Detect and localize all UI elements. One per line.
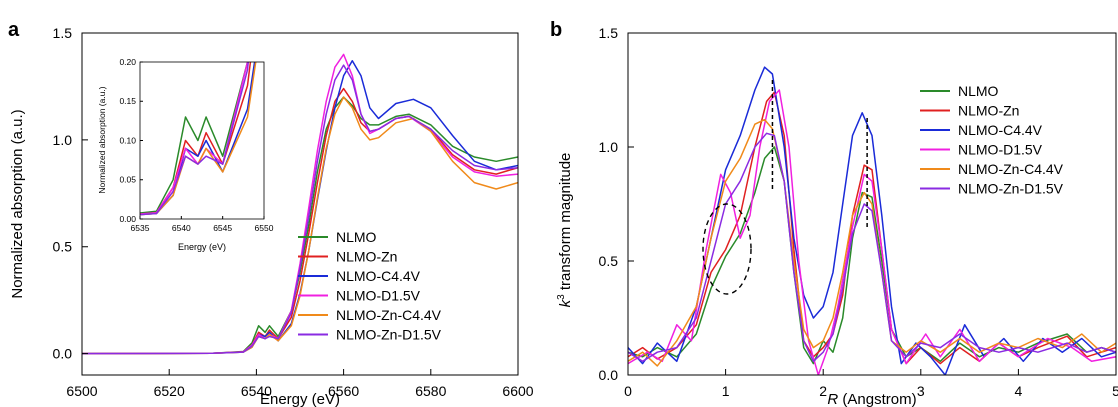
panel-b-x-tick-label: 3 [917,383,925,399]
panel-b-series-nlmo-zn-d1-5v-line [628,132,1116,363]
inset-x-axis-label: Energy (eV) [178,242,226,252]
inset-y-axis-label: Normalized absorption (a.u.) [97,86,107,193]
inset-y-tick-label: 0.10 [119,135,136,145]
panel-b: b 0 1 2 3 4 5 0.0 0.5 1.0 1.5 R (Angstrom) k3 tra… [550,19,1118,407]
panel-a-y-tick-label: 0.5 [53,239,73,255]
panel-a-legend-label-nlmo-zn: NLMO-Zn [336,249,397,265]
panel-a-x-tick-label: 6520 [154,383,185,399]
panel-a-legend-label-nlmo-zn-c4-4v: NLMO-Zn-C4.4V [336,307,442,323]
inset-y-tick-label: 0.20 [119,57,136,67]
panel-b-y-tick-label: 1.0 [599,139,619,155]
panel-b-x-tick-label: 4 [1015,383,1023,399]
inset-x-tick-label: 6535 [131,223,150,233]
panel-a-legend-label-nlmo-zn-d1-5v: NLMO-Zn-D1.5V [336,327,442,343]
panel-b-y-tick-label: 1.5 [599,25,619,41]
panel-b-x-axis-label: R (Angstrom) [827,391,916,407]
panel-a-letter: a [8,19,20,41]
panel-a-legend-label-nlmo: NLMO [336,229,377,245]
panel-a-plot-frame [81,32,519,376]
inset-series-nlmo-d1-5v-line [140,62,249,215]
panel-a-y-axis-label: Normalized absorption (a.u.) [9,109,26,298]
inset-x-tick-label: 6550 [255,223,274,233]
panel-a-x-tick-label: 6540 [241,383,272,399]
panel-b-legend-label-nlmo-d1-5v: NLMO-D1.5V [958,142,1043,158]
panel-b-series-nlmo-d1-5v-line [628,89,1116,375]
inset-series-nlmo-c4-4v-line [140,62,256,216]
panel-a-series-nlmo-zn-d1-5v-line [82,64,518,355]
panel-b-y-tick-label: 0.5 [599,253,619,269]
panel-b-series-nlmo-zn-line [628,91,1116,365]
panel-a-x-tick-label: 6500 [66,383,97,399]
panel-b-x-tick-label: 5 [1112,383,1118,399]
panel-a-y-tick-label: 1.5 [53,25,73,41]
panel-b-series-nlmo-zn-c4-4v-line [628,118,1116,367]
panel-a-legend-label-nlmo-d1-5v: NLMO-D1.5V [336,288,421,304]
panel-b-legend-label-nlmo-zn-d1-5v: NLMO-Zn-D1.5V [958,181,1064,197]
inset-y-tick-label: 0.00 [119,214,136,224]
panel-a-y-tick-label: 0.0 [53,346,73,362]
panel-a-legend-label-nlmo-c4-4v: NLMO-C4.4V [336,268,421,284]
panel-b-plot-frame [627,32,1117,376]
shoulder-highlight-ellipse [702,203,752,295]
panel-a-y-tick-label: 1.0 [53,132,73,148]
panel-a-legend: NLMO NLMO-Zn NLMO-C4.4V NLMO-D1.5V NLMO-Zn-C… [298,229,442,343]
panel-b-legend-label-nlmo-zn: NLMO-Zn [958,103,1019,119]
panel-b-legend: NLMO NLMO-Zn NLMO-C4.4V NLMO-D1.5V NLMO-Zn-C… [920,83,1064,197]
panel-b-y-tick-label: 0.0 [599,367,619,383]
panel-b-letter: b [550,19,562,41]
panel-b-x-tick-label: 2 [819,383,827,399]
panel-b-y-axis-label: k3 transform magnitude [556,153,574,308]
panel-a-x-axis-label: Energy (eV) [260,391,340,407]
inset-y-tick-label: 0.15 [119,96,136,106]
panel-b-legend-label-nlmo: NLMO [958,83,999,99]
inset-series-nlmo-zn-line [140,62,252,215]
inset-series-nlmo-line [140,62,249,214]
panel-a: a 6500 6520 6540 6560 6580 6600 0.0 0.5 1.0 1.5 E… [8,19,534,407]
panel-b-x-tick-label: 1 [722,383,730,399]
panel-a-inset: 6535 6540 6545 6550 0.00 0.05 0.10 0.15 0.20 Ene… [97,57,274,252]
inset-series-nlmo-zn-d1-5v-line [140,62,250,216]
panel-b-legend-label-nlmo-c4-4v: NLMO-C4.4V [958,122,1043,138]
panel-b-series-nlmo-c4-4v-line [628,66,1116,375]
panel-a-x-tick-label: 6600 [502,383,533,399]
panel-a-x-tick-label: 6560 [328,383,359,399]
panel-b-legend-label-nlmo-zn-c4-4v: NLMO-Zn-C4.4V [958,161,1064,177]
panel-a-x-tick-label: 6580 [415,383,446,399]
inset-x-tick-label: 6545 [213,223,232,233]
inset-y-tick-label: 0.05 [119,175,136,185]
panel-b-x-tick-label: 0 [624,383,632,399]
inset-x-tick-label: 6540 [172,223,191,233]
panel-b-series-nlmo-line [628,146,1116,365]
